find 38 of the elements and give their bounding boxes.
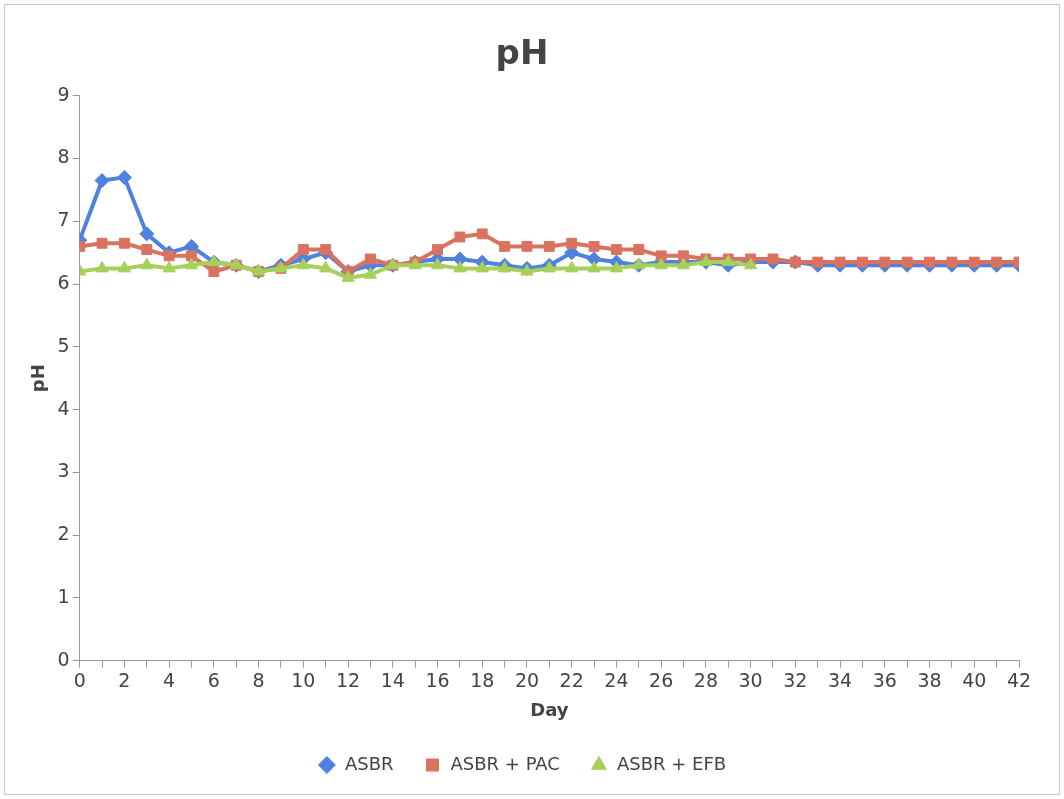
x-tick-label: 18 [470,668,495,691]
x-tick-label: 20 [514,668,540,691]
x-tick-label: 38 [917,668,942,691]
chart-title: pH [495,32,549,73]
x-tick-label: 32 [783,668,808,691]
x-axis-title: Day [530,698,569,720]
x-tick-label: 0 [73,668,86,691]
x-tick-label: 4 [163,668,176,691]
y-axis-title: pH [27,364,49,393]
y-tick-label: 9 [57,82,70,105]
legend-label: ASBR + PAC [450,752,560,774]
x-tick-label: 28 [693,668,718,691]
x-tick-label: 40 [962,668,987,691]
y-tick-label: 2 [57,522,70,545]
x-tick-label: 8 [252,668,265,691]
x-tick-label: 30 [738,668,763,691]
x-tick-label: 2 [118,668,131,691]
x-tick-label: 14 [380,668,405,691]
x-tick-label: 12 [335,668,361,691]
x-tick-label: 22 [559,668,584,691]
y-tick-label: 1 [57,584,70,607]
y-tick-label: 6 [57,271,70,293]
x-tick-label: 10 [291,668,316,691]
legend-label: ASBR + EFB [616,752,727,774]
x-tick-label: 6 [207,668,220,691]
x-tick-label: 26 [649,668,674,691]
x-tick-label: 42 [1006,668,1032,691]
x-tick-label: 24 [604,668,629,691]
x-tick-label: 16 [425,668,450,691]
y-tick-label: 3 [57,459,70,482]
x-tick-label: 36 [872,668,897,691]
y-tick-label: 5 [57,333,70,356]
y-tick-label: 0 [57,647,70,670]
y-tick-label: 4 [57,396,70,419]
y-tick-label: 7 [57,208,70,231]
legend-label: ASBR [344,752,394,774]
y-tick-label: 8 [57,145,70,168]
x-tick-label: 34 [827,668,853,691]
